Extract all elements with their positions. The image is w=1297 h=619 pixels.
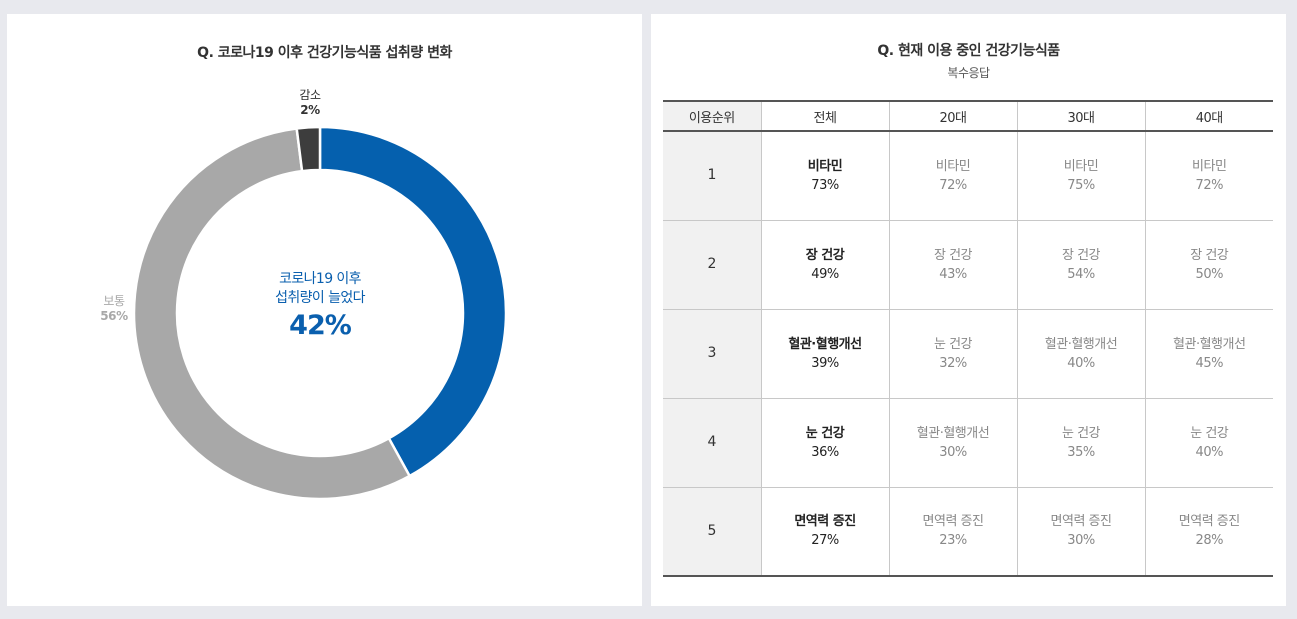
- product-name: 면역력 증진: [922, 514, 984, 530]
- product-name: 눈 건강: [805, 425, 845, 441]
- cell-total: 혈관·혈행개선 39%: [760, 309, 889, 399]
- product-pct: 39%: [811, 355, 839, 371]
- product-pct: 72%: [1195, 177, 1224, 193]
- product-name: 혈관·혈행개선: [916, 425, 990, 441]
- table-header-row: 이용순위 전체 20대 30대 40대: [663, 100, 1273, 132]
- product-pct: 35%: [1067, 444, 1095, 460]
- table-row: 2 장 건강 49% 장 건강 43% 장 건강 54% 장 건강 50%: [663, 220, 1273, 310]
- header-40s: 40대: [1144, 100, 1273, 132]
- product-pct: 49%: [811, 266, 839, 282]
- product-name: 비타민: [1063, 158, 1099, 174]
- table-row: 1 비타민 73% 비타민 72% 비타민 75% 비타민 72%: [663, 131, 1273, 221]
- product-name: 비타민: [807, 158, 843, 174]
- decrease-pct: 2%: [300, 103, 320, 117]
- cell-40s: 비타민 72%: [1144, 131, 1273, 221]
- donut-segment-increase: [318, 125, 508, 478]
- normal-label: 보통 56%: [89, 294, 139, 324]
- product-pct: 73%: [811, 177, 839, 193]
- donut-segment-decrease: [295, 125, 322, 173]
- product-name: 면역력 증진: [1178, 514, 1240, 530]
- table-body: 1 비타민 73% 비타민 72% 비타민 75% 비타민 72% 2 장 건강 49% …: [663, 131, 1273, 577]
- product-name: 혈관·혈행개선: [1044, 336, 1118, 352]
- product-pct: 43%: [939, 266, 967, 282]
- product-name: 비타민: [935, 158, 971, 174]
- intake-change-panel: Q. 코로나19 이후 건강기능식품 섭취량 변화 코로나19 이후 섭취량이 …: [7, 14, 642, 606]
- decrease-label: 감소 2%: [285, 88, 335, 118]
- product-name: 장 건강: [1061, 247, 1101, 263]
- product-name: 장 건강: [933, 247, 973, 263]
- header-total: 전체: [760, 100, 889, 132]
- table-row: 5 면역력 증진 27% 면역력 증진 23% 면역력 증진 30% 면역력 증진 28…: [663, 487, 1273, 577]
- current-usage-title: Q. 현재 이용 중인 건강기능식품: [877, 43, 1060, 59]
- product-pct: 32%: [939, 355, 967, 371]
- cell-40s: 혈관·혈행개선 45%: [1144, 309, 1273, 399]
- product-name: 눈 건강: [1061, 425, 1101, 441]
- cell-30s: 면역력 증진 30%: [1016, 487, 1145, 577]
- product-name: 장 건강: [1190, 247, 1229, 263]
- cell-30s: 장 건강 54%: [1016, 220, 1145, 310]
- product-pct: 30%: [939, 444, 967, 460]
- cell-40s: 눈 건강 40%: [1144, 398, 1273, 488]
- product-pct: 72%: [939, 177, 967, 193]
- rank-number: 2: [663, 220, 761, 310]
- product-pct: 30%: [1067, 533, 1095, 549]
- cell-20s: 혈관·혈행개선 30%: [888, 398, 1017, 488]
- rank-number: 3: [663, 309, 761, 399]
- cell-40s: 장 건강 50%: [1144, 220, 1273, 310]
- product-pct: 23%: [939, 533, 967, 549]
- rank-number: 4: [663, 398, 761, 488]
- center-value: 42%: [289, 310, 352, 341]
- product-pct: 75%: [1067, 177, 1095, 193]
- product-pct: 27%: [811, 533, 839, 549]
- cell-total: 비타민 73%: [760, 131, 889, 221]
- cell-30s: 눈 건강 35%: [1016, 398, 1145, 488]
- cell-total: 장 건강 49%: [760, 220, 889, 310]
- rank-number: 1: [663, 131, 761, 221]
- product-pct: 40%: [1195, 444, 1224, 460]
- product-name: 눈 건강: [933, 336, 973, 352]
- usage-rank-table: 이용순위 전체 20대 30대 40대 1 비타민 73% 비타민 72% 비타민 7…: [663, 100, 1273, 577]
- donut-svg: [132, 125, 508, 501]
- normal-pct: 56%: [100, 309, 128, 323]
- product-pct: 36%: [811, 444, 839, 460]
- cell-30s: 비타민 75%: [1016, 131, 1145, 221]
- donut-segment-normal: [132, 127, 412, 501]
- cell-20s: 비타민 72%: [888, 131, 1017, 221]
- product-pct: 45%: [1195, 355, 1224, 371]
- product-name: 면역력 증진: [794, 514, 856, 530]
- table-row: 4 눈 건강 36% 혈관·혈행개선 30% 눈 건강 35% 눈 건강 40%: [663, 398, 1273, 488]
- intake-change-title: Q. 코로나19 이후 건강기능식품 섭취량 변화: [197, 45, 452, 61]
- product-pct: 40%: [1067, 355, 1095, 371]
- rank-number: 5: [663, 487, 761, 577]
- cell-total: 눈 건강 36%: [760, 398, 889, 488]
- header-30s: 30대: [1016, 100, 1145, 132]
- cell-total: 면역력 증진 27%: [760, 487, 889, 577]
- cell-20s: 면역력 증진 23%: [888, 487, 1017, 577]
- center-line-1: 코로나19 이후: [279, 271, 361, 287]
- cell-40s: 면역력 증진 28%: [1144, 487, 1273, 577]
- cell-20s: 눈 건강 32%: [888, 309, 1017, 399]
- header-20s: 20대: [888, 100, 1017, 132]
- product-name: 혈관·혈행개선: [1173, 336, 1246, 352]
- decrease-name: 감소: [299, 88, 321, 102]
- product-name: 비타민: [1192, 158, 1227, 174]
- product-name: 눈 건강: [1190, 425, 1229, 441]
- cell-20s: 장 건강 43%: [888, 220, 1017, 310]
- product-name: 장 건강: [805, 247, 845, 263]
- product-pct: 54%: [1067, 266, 1095, 282]
- header-rank: 이용순위: [663, 100, 761, 132]
- current-usage-panel: Q. 현재 이용 중인 건강기능식품 복수응답 이용순위 전체 20대 30대 …: [651, 14, 1286, 606]
- table-row: 3 혈관·혈행개선 39% 눈 건강 32% 혈관·혈행개선 40% 혈관·혈행개선 4…: [663, 309, 1273, 399]
- product-pct: 50%: [1195, 266, 1224, 282]
- current-usage-subtitle: 복수응답: [947, 66, 990, 80]
- product-pct: 28%: [1195, 533, 1224, 549]
- center-line-2: 섭취량이 늘었다: [275, 290, 365, 306]
- product-name: 면역력 증진: [1050, 514, 1112, 530]
- product-name: 혈관·혈행개선: [788, 336, 862, 352]
- normal-name: 보통: [103, 294, 125, 308]
- donut-center-label: 코로나19 이후 섭취량이 늘었다 42%: [132, 270, 508, 343]
- cell-30s: 혈관·혈행개선 40%: [1016, 309, 1145, 399]
- intake-donut-chart: 코로나19 이후 섭취량이 늘었다 42%: [132, 125, 508, 501]
